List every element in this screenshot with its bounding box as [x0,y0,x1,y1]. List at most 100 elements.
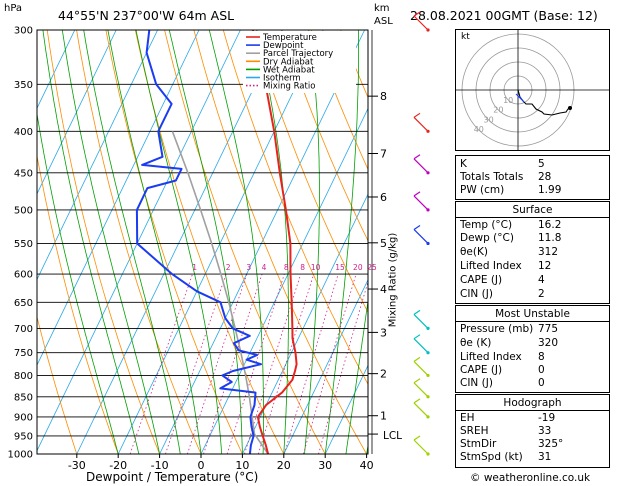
x-tick-label: 30 [318,459,332,472]
legend-label: Mixing Ratio [263,82,315,92]
wind-barb [413,116,429,132]
x-tick-label: 10 [235,459,249,472]
most-unstable-title: Most Unstable [495,308,570,320]
temperature-tick-labels: -30 -20 -10 0 10 20 30 40 [68,454,374,472]
hodograph-ring-label: 40 [474,125,484,134]
legend-box [243,31,356,93]
wind-barb-dot [426,452,430,456]
mixing-ratio-label: 2 [226,263,231,272]
isotherm-line [37,30,76,110]
lcl-label: LCL [383,430,403,442]
dewpoint-line [135,30,262,454]
wind-barb-dot [426,208,430,212]
pressure-tick-label: 650 [14,298,33,309]
surface-row: CAPE (J) 4 [460,274,545,286]
hodograph-ring-label: 30 [484,115,494,124]
wind-barb-flag [413,435,421,441]
pressure-tick-label: 750 [14,348,33,359]
x-tick-label: -30 [68,459,86,472]
legend-label: Wet Adiabat [263,65,315,75]
km-tick-label: 8 [380,90,387,103]
wind-barb-flag [413,398,421,404]
dry-adiabat-line [37,315,78,454]
wind-barb-flag [413,356,421,362]
x-tick-label: -20 [109,459,127,472]
hodograph-panel: kt 40 30 20 10 [455,29,610,151]
pressure-tick-label: 800 [14,371,33,382]
wind-barb-dot [426,351,430,355]
wind-barb-flag [413,11,421,17]
mixing-ratio-line [302,273,357,454]
km-tick-label: 3 [380,326,387,339]
legend-label: Parcel Trajectory [263,49,333,59]
index-tt-row: Totals Totals 28 [460,171,552,183]
wind-barb [413,382,429,398]
isotherm-line [324,364,368,454]
wind-barb [413,338,429,354]
mixing-ratio-line [283,273,339,454]
pressure-tick-label: 400 [14,127,33,138]
x-axis-label: Dewpoint / Temperature (°C) [86,470,259,484]
wet-adiabat-line [304,30,320,454]
surface-row: CIN (J) 2 [460,288,545,300]
wind-barb-dot [426,415,430,419]
mixing-ratio-label: 4 [262,263,267,272]
wind-barb-dot [426,28,430,32]
hodo-row: EH -19 [460,412,556,424]
wind-barb [413,402,429,418]
dry-adiabat-line [105,30,243,454]
wind-barb [413,229,429,244]
isotherm-line [76,30,283,454]
pressure-tick-label: 350 [14,80,33,91]
wind-barb [413,15,429,31]
wind-barb-dot [426,241,430,246]
km-tick-label: 2 [380,368,387,381]
x-tick-label: 0 [198,459,205,472]
x-tick-label: 20 [277,459,291,472]
mixing-ratio-label: 10 [311,263,321,272]
unstable-row: θe (K) 320 [460,337,559,349]
hodograph-storm-motion [515,93,525,103]
isotherm-line [200,107,368,454]
unstable-row: CIN (J) 0 [460,377,545,389]
pressure-tick-label: 500 [14,205,33,216]
location-title: 44°55'N 237°00'W 64m ASL [58,8,235,23]
wind-barb-flag [413,309,421,315]
pressure-tick-label: 450 [14,168,33,179]
hodo-row: StmDir 325° [460,438,564,450]
wind-barb-flag [413,334,421,340]
km-tick-label: 7 [380,147,387,160]
wind-barbs [413,11,430,456]
plot-frame [36,29,369,455]
wind-barb-flag [413,191,421,197]
mixing-ratio-label: 25 [367,263,377,272]
isotherm-line [242,193,368,454]
unstable-row: CAPE (J) 0 [460,364,545,376]
isotherm-line [117,30,324,454]
wet-adiabat-line [61,30,160,454]
mixing-ratio-labels: 1 2 3 4 8 8 10 15 20 25 [192,263,377,272]
hodograph-ring-label: 20 [493,106,503,115]
asl-label: ASL [374,16,393,27]
temperature-line [251,30,298,454]
pressure-tick-label: 950 [14,431,33,442]
x-tick-label: 40 [360,459,374,472]
mixing-ratio-label: 1 [192,263,197,272]
mixing-ratio-label: 20 [353,263,363,272]
surface-title: Surface [512,204,553,216]
wind-barb [413,195,429,211]
most-unstable-panel: Most Unstable Pressure (mb) 775 θe (K) 320… [455,305,610,393]
legend-label: Temperature [262,33,317,43]
mixing-ratio-label: 8 [284,263,289,272]
hodograph-unit-label: kt [461,32,470,42]
dry-adiabat-line [310,30,368,171]
wind-barb-flag [413,154,421,160]
hodograph-ring-label: 10 [503,96,513,105]
wind-barb-dot [426,373,430,378]
surface-row: Dewp (°C) 11.8 [460,232,562,244]
legend-label: Isotherm [263,74,301,84]
